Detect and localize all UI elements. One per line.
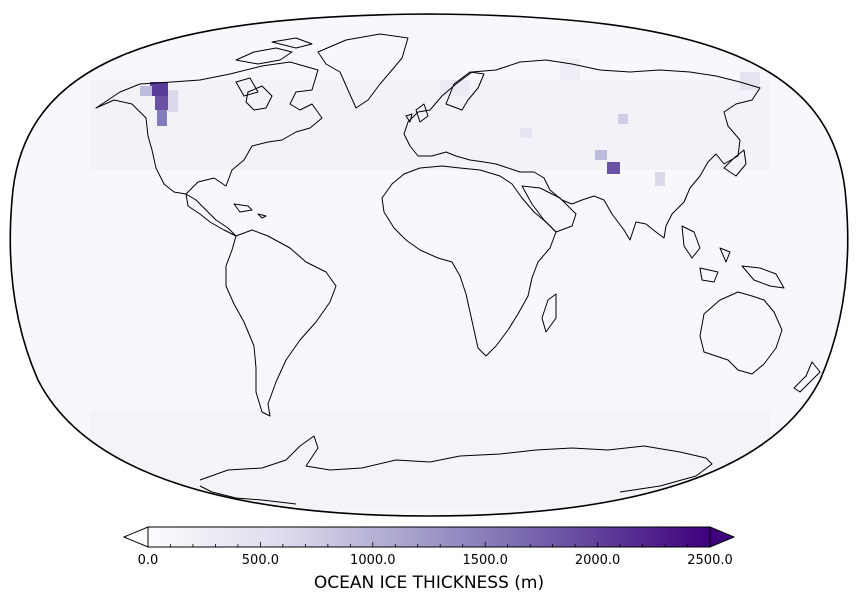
coast-scandinavia — [445, 71, 485, 111]
coast-south-america — [225, 229, 337, 417]
ice-cell-alaska-2 — [155, 96, 169, 110]
ice-cell-east-1 — [740, 72, 760, 90]
ice-cell-asia-3 — [655, 172, 665, 186]
colorbar-ticks — [147, 542, 711, 547]
colorbar-tick-label: 0.0 — [138, 553, 159, 568]
colorbar-tick-labels: 0.0 500.0 1000.0 1500.0 2000.0 2500.0 — [138, 553, 733, 568]
colorbar-title: OCEAN ICE THICKNESS (m) — [314, 573, 544, 593]
map-area — [90, 33, 821, 510]
coast-hudson-bay — [245, 85, 273, 111]
ice-cell-alaska-4 — [140, 86, 152, 96]
colorbar-tick-label: 1500.0 — [462, 553, 508, 568]
colorbar-tick-label: 2000.0 — [575, 553, 621, 568]
ice-field-north — [90, 80, 770, 170]
coast-greenland — [317, 33, 409, 109]
colorbar-over-arrow — [709, 526, 736, 548]
ice-cell-alaska-3 — [157, 110, 167, 126]
colorbar-under-arrow — [122, 526, 149, 548]
colorbar-gradient — [147, 526, 711, 548]
coastlines — [95, 33, 821, 505]
ice-cell-asia-5 — [520, 128, 532, 138]
coast-british-isles — [405, 103, 429, 123]
colorbar-tick-label: 500.0 — [242, 553, 279, 568]
ice-cell-alaska-1 — [150, 82, 168, 96]
coast-australia — [699, 291, 783, 375]
ice-field-south — [90, 410, 770, 510]
coast-new-zealand — [793, 361, 821, 393]
coast-madagascar — [541, 293, 557, 333]
coast-japan — [723, 149, 747, 177]
colorbar-tick-label: 2500.0 — [687, 553, 733, 568]
coast-arctic-islands — [235, 37, 313, 97]
ice-cell-siberia — [560, 58, 580, 80]
coast-africa — [381, 165, 557, 357]
coast-caribbean — [233, 203, 267, 219]
ice-cell-asia-2 — [595, 150, 607, 160]
coast-arabia — [521, 185, 577, 233]
ice-thickness-cells — [140, 58, 760, 186]
coast-antarctica — [199, 435, 713, 505]
coast-north-america — [95, 61, 323, 237]
coast-southeast-asia — [681, 225, 785, 289]
ice-cell-asia-4 — [618, 114, 628, 124]
ice-cell-greenland — [440, 80, 470, 96]
colorbar-tick-label: 1000.0 — [350, 553, 396, 568]
ice-cell-asia-1 — [607, 162, 620, 174]
map-boundary — [9, 13, 849, 517]
colorbar: 0.0 500.0 1000.0 1500.0 2000.0 2500.0 OCEAN I… — [122, 526, 736, 593]
ice-cell-alaska-5 — [168, 90, 178, 112]
coast-eurasia — [403, 59, 761, 241]
